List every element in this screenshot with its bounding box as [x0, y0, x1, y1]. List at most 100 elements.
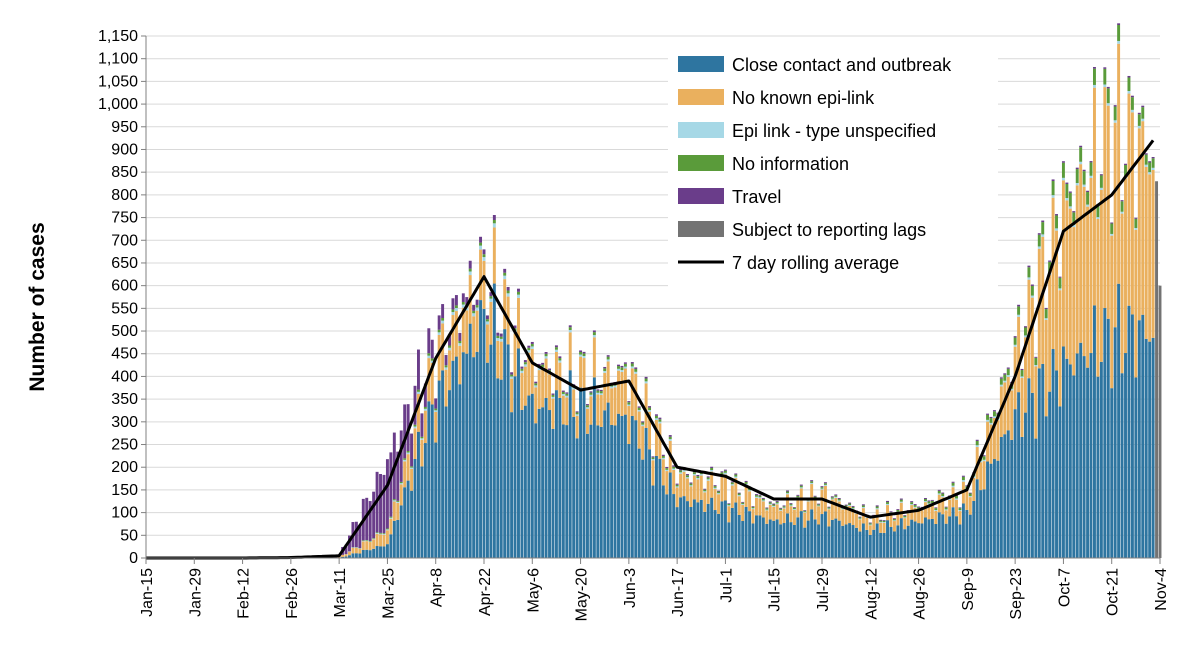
bar-segment [679, 497, 683, 558]
bar-segment [848, 502, 852, 504]
bar-segment [789, 505, 793, 507]
bar-segment [1158, 285, 1162, 558]
bar-segment [551, 394, 555, 397]
bar-segment [358, 548, 362, 554]
bar-segment [396, 451, 400, 501]
bar-segment [761, 497, 765, 499]
bar-segment [992, 411, 996, 417]
bar-segment [844, 504, 848, 506]
rolling-average-line [146, 139, 1155, 560]
bar-segment [1034, 357, 1038, 365]
bar-segment [365, 540, 369, 541]
bar-segment [534, 387, 538, 424]
bar-segment [1096, 205, 1100, 218]
bar-segment [586, 433, 589, 558]
bar-segment [810, 481, 814, 483]
bar-segment [430, 404, 434, 558]
bar-segment [348, 551, 351, 556]
bar-segment [1068, 206, 1072, 209]
bar-segment [1051, 179, 1055, 182]
bar-segment [741, 521, 745, 558]
bar-segment [661, 456, 665, 458]
bar-segment [530, 343, 534, 347]
bar-segment [723, 472, 727, 475]
bar-segment [899, 498, 903, 500]
bar-segment [868, 525, 872, 535]
bar-segment [879, 521, 883, 523]
bar-segment [941, 495, 945, 498]
bar-segment [1075, 185, 1079, 354]
bar-segment [1093, 305, 1096, 558]
bar-segment [823, 485, 827, 512]
bar-segment [544, 352, 548, 354]
bar-segment [896, 512, 900, 526]
bar-segment [817, 504, 821, 506]
bar-segment [710, 471, 714, 498]
bar-segment [696, 476, 700, 478]
bar-segment [686, 478, 689, 502]
bar-segment [537, 363, 541, 366]
bar-segment [479, 249, 483, 301]
bar-segment [830, 498, 834, 500]
bar-segment [1027, 267, 1031, 278]
bar-segment [837, 501, 841, 521]
bar-segment [989, 418, 993, 423]
bar-segment [1096, 219, 1100, 377]
bar-segment [361, 549, 365, 558]
bar-segment [965, 490, 969, 510]
bar-segment [848, 504, 852, 506]
bar-segment [454, 305, 458, 309]
bar-segment [668, 436, 672, 440]
bar-segment [703, 489, 707, 492]
bar-segment [520, 366, 524, 369]
bar-segment [696, 474, 700, 477]
bar-segment [430, 358, 434, 361]
bar-segment [1003, 374, 1007, 381]
bar-segment [361, 541, 365, 550]
bar-segment [554, 351, 558, 391]
bar-segment [786, 494, 789, 514]
bar-segment [937, 493, 941, 495]
bar-segment [834, 495, 838, 497]
bar-segment [913, 521, 917, 558]
bar-segment [796, 494, 800, 496]
bar-segment [1055, 215, 1058, 229]
bar-segment [872, 518, 876, 530]
bar-segment [1017, 314, 1021, 317]
bar-segment [354, 553, 358, 558]
bar-segment [1051, 181, 1055, 196]
bar-segment [589, 392, 593, 395]
bar-segment [889, 526, 893, 558]
bar-segment [779, 507, 783, 509]
bar-segment [1041, 363, 1045, 558]
x-tick-label: Nov-4 [1153, 568, 1170, 611]
y-tick-label: 600 [111, 278, 138, 295]
bar-segment [617, 413, 620, 558]
bar-segment [1044, 319, 1048, 417]
legend-swatch [678, 89, 724, 105]
bar-segment [541, 369, 545, 408]
bar-segment [675, 486, 679, 488]
bar-segment [385, 530, 389, 545]
bar-segment [579, 356, 583, 388]
bar-segment [372, 539, 376, 549]
bar-segment [561, 393, 565, 396]
bar-segment [558, 358, 562, 361]
bar-segment [1137, 125, 1141, 129]
bar-segment [1041, 234, 1045, 237]
y-tick-label: 400 [111, 368, 138, 385]
bar-segment [986, 461, 990, 558]
bar-segment [723, 500, 727, 558]
bar-segment [1144, 164, 1148, 167]
bar-segment [806, 520, 810, 558]
bar-segment [548, 374, 551, 411]
bar-segment [948, 499, 952, 517]
bar-segment [827, 507, 831, 509]
bar-segment [958, 510, 962, 512]
bar-segment [385, 459, 389, 529]
bar-segment [744, 506, 748, 558]
bar-segment [537, 408, 541, 558]
bar-segment [851, 508, 855, 510]
x-tick-label: Oct-7 [1056, 568, 1073, 607]
bar-segment [420, 436, 424, 439]
